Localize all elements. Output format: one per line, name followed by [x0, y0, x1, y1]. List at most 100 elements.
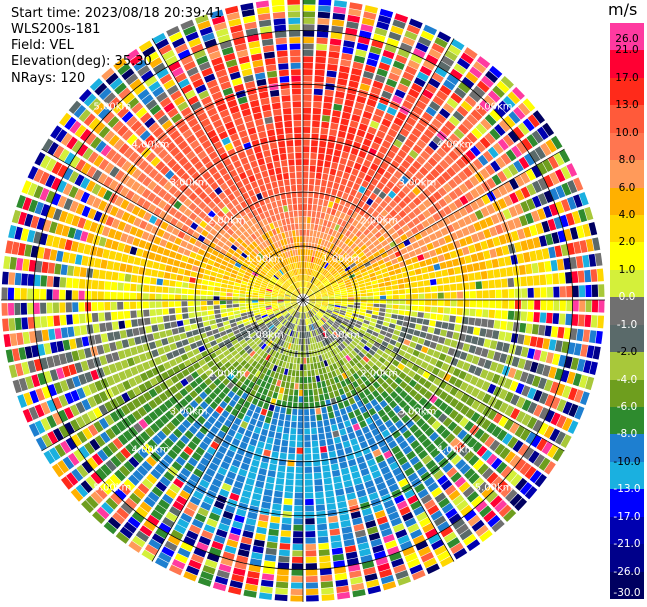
ray-gate — [17, 394, 28, 409]
ray-gate — [187, 295, 194, 300]
ray-gate — [133, 83, 146, 96]
ray-gate — [271, 509, 281, 517]
ray-gate — [538, 407, 550, 420]
ray-gate — [204, 377, 213, 386]
ray-gate — [452, 494, 465, 506]
ray-gate — [264, 416, 272, 424]
ray-gate — [487, 514, 501, 528]
ray-gate — [486, 422, 497, 434]
ray-gate — [317, 153, 325, 161]
ray-gate — [342, 340, 349, 347]
ray-gate — [203, 196, 212, 205]
ray-gate — [327, 305, 334, 308]
ray-gate — [592, 346, 601, 360]
ray-gate — [389, 209, 398, 218]
ray-gate — [389, 339, 397, 346]
ray-gate — [241, 241, 248, 249]
ray-gate — [237, 397, 246, 406]
ray-gate — [423, 279, 431, 286]
ray-gate — [369, 258, 377, 265]
ray-gate — [290, 427, 297, 435]
ray-gate — [284, 302, 291, 305]
ray-gate — [127, 214, 137, 225]
ray-gate — [355, 429, 363, 437]
ray-gate — [314, 82, 324, 89]
ray-gate — [244, 271, 252, 277]
ray-gate — [524, 486, 538, 500]
ray-gate — [283, 274, 288, 280]
ray-gate — [376, 385, 385, 394]
ray-gate — [277, 270, 283, 277]
ray-gate — [284, 328, 289, 334]
ray-gate — [191, 245, 200, 253]
ray-gate — [106, 375, 116, 387]
ray-gate — [329, 334, 336, 341]
ray-gate — [406, 220, 415, 229]
ray-gate — [339, 65, 350, 74]
ray-gate — [162, 153, 173, 164]
ray-gate — [389, 400, 398, 409]
ray-gate — [309, 298, 316, 300]
ray-gate — [324, 262, 329, 269]
ray-gate — [134, 374, 143, 385]
ray-gate — [429, 278, 437, 286]
ray-gate — [308, 262, 311, 269]
ray-gate — [309, 402, 315, 409]
ray-gate — [271, 378, 278, 386]
ray-gate — [41, 433, 53, 448]
ray-gate — [428, 384, 438, 393]
ray-gate — [144, 544, 159, 556]
ray-gate — [359, 225, 367, 233]
ray-gate — [303, 82, 313, 89]
ray-gate — [408, 201, 417, 210]
ray-gate — [213, 435, 223, 445]
ray-gate — [410, 317, 417, 323]
ray-gate — [170, 321, 178, 328]
ray-gate — [287, 322, 292, 329]
ray-gate — [212, 582, 227, 592]
ray-gate — [266, 476, 275, 484]
ray-gate — [481, 486, 494, 499]
ray-gate — [309, 178, 315, 185]
ray-gate — [283, 498, 293, 505]
ray-gate — [382, 272, 390, 278]
ray-gate — [360, 165, 369, 174]
ray-gate — [277, 301, 284, 303]
ray-gate — [317, 273, 322, 280]
ray-gate — [538, 324, 546, 336]
ray-gate — [146, 473, 158, 485]
ray-gate — [247, 373, 254, 381]
ray-gate — [332, 182, 340, 190]
ray-gate — [353, 162, 362, 171]
ray-gate — [328, 293, 335, 296]
ray-gate — [462, 118, 474, 131]
ray-gate — [180, 378, 189, 387]
ray-gate — [218, 228, 226, 236]
ray-gate — [89, 221, 99, 233]
ray-gate — [381, 381, 389, 390]
ray-gate — [527, 401, 538, 415]
ray-gate — [311, 140, 319, 147]
ray-gate — [152, 332, 161, 340]
ray-gate — [353, 408, 362, 417]
ray-gate — [309, 295, 315, 298]
ray-gate — [220, 283, 228, 288]
ray-gate — [174, 391, 184, 401]
ray-gate — [263, 317, 270, 323]
ray-gate — [309, 297, 316, 299]
ray-gate — [453, 63, 467, 75]
ray-gate — [418, 94, 431, 105]
ray-gate — [303, 184, 308, 191]
ray-gate — [251, 375, 259, 384]
ray-gate — [317, 205, 322, 212]
ray-gate — [190, 271, 198, 278]
ray-gate — [242, 456, 252, 465]
ray-gate — [298, 409, 303, 416]
ray-gate — [305, 281, 307, 288]
ray-gate — [232, 567, 246, 577]
ray-gate — [285, 414, 291, 421]
ray-gate — [544, 325, 552, 337]
ray-gate — [226, 373, 235, 381]
ray-gate — [133, 217, 142, 227]
ray-gate — [224, 361, 232, 369]
